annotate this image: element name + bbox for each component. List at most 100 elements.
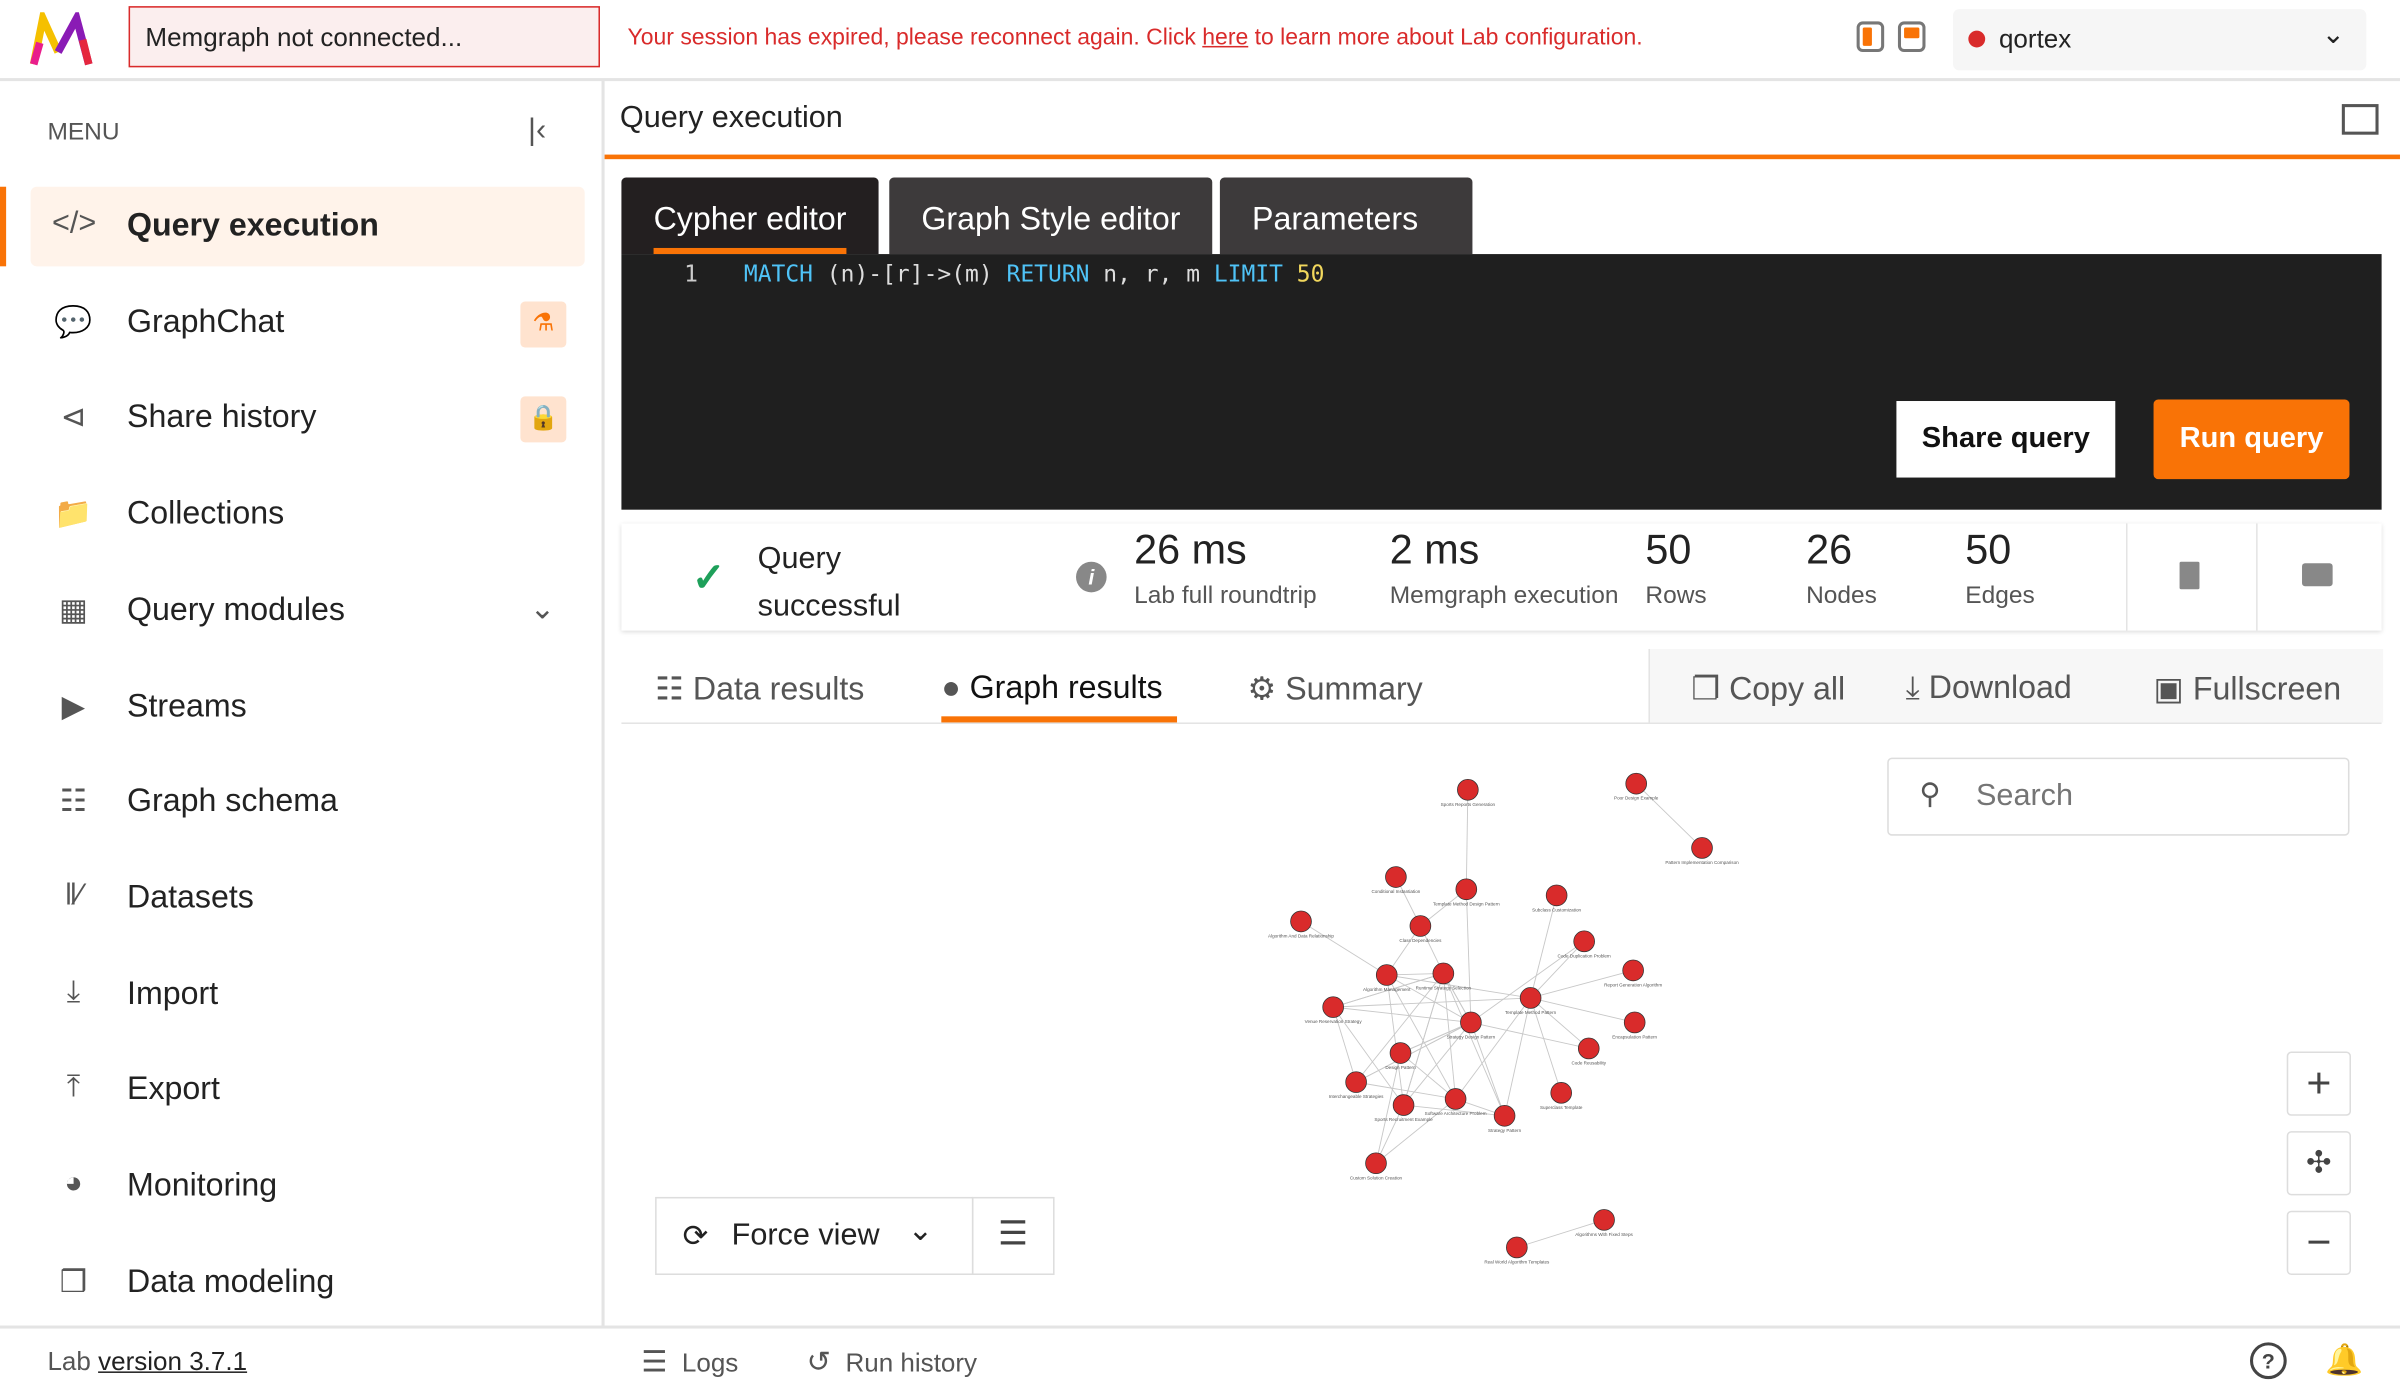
graph-edge[interactable] (1355, 973, 1444, 1083)
copy-all-button[interactable]: ❐ Copy all (1691, 670, 1845, 708)
graph-node[interactable]: Template Method Pattern (1505, 987, 1557, 1015)
node-circle[interactable] (1493, 1105, 1516, 1127)
center-view-button[interactable]: ✣ (2286, 1131, 2352, 1196)
graph-node[interactable]: Custom Solution Creation (1350, 1152, 1403, 1180)
layout-horizontal-icon[interactable] (1897, 21, 1926, 53)
collapse-sidebar-icon[interactable]: |‹ (528, 113, 547, 147)
graph-edge[interactable] (1400, 1052, 1456, 1100)
graph-node[interactable]: Template Method Design Pattern (1433, 878, 1500, 906)
graph-node[interactable]: Code Duplication Problem (1558, 930, 1611, 958)
graph-edge[interactable] (1386, 974, 1531, 999)
node-circle[interactable] (1290, 910, 1312, 933)
graph-edge[interactable] (1400, 1022, 1472, 1054)
graph-edge[interactable] (1530, 895, 1558, 999)
graph-edge[interactable] (1442, 973, 1457, 1100)
sidebar-item-graphchat[interactable]: 💬 GraphChat ⚗ (31, 283, 585, 363)
logs-button[interactable]: ☰ Logs (641, 1345, 738, 1380)
save-to-collection-button[interactable] (2256, 523, 2382, 630)
node-circle[interactable] (1432, 962, 1455, 985)
sidebar-item-import[interactable]: ⤓ Import (31, 954, 585, 1034)
graph-edge[interactable] (1356, 1081, 1456, 1100)
sidebar-item-monitoring[interactable]: ◕ Monitoring (31, 1146, 585, 1226)
sidebar-item-streams[interactable]: ▶ Streams (31, 667, 585, 747)
graph-edge[interactable] (1375, 1098, 1456, 1164)
graph-node[interactable]: Conditional Instantiation (1371, 866, 1421, 894)
graph-edge[interactable] (1465, 789, 1469, 890)
node-circle[interactable] (1455, 878, 1478, 901)
node-circle[interactable] (1409, 915, 1432, 937)
sidebar-item-graph-schema[interactable]: ☷ Graph schema (31, 763, 585, 843)
graph-node[interactable]: Sports Reports Generation (1441, 778, 1496, 807)
graph-edge[interactable] (1300, 921, 1387, 976)
graph-edge[interactable] (1504, 997, 1532, 1116)
node-circle[interactable] (1345, 1071, 1367, 1093)
search-input[interactable] (1972, 777, 2316, 816)
sidebar-item-query-execution[interactable]: </> Query execution (30, 186, 585, 267)
graph-edge[interactable] (1516, 1219, 1605, 1248)
chevron-down-icon[interactable]: ⌄ (529, 592, 556, 626)
graph-edge[interactable] (1386, 974, 1457, 1100)
node-circle[interactable] (1322, 996, 1344, 1018)
graph-node[interactable]: Strategy Design Pattern (1447, 1011, 1496, 1040)
download-button[interactable]: ⤓ Download (1906, 670, 2072, 707)
node-circle[interactable] (1457, 778, 1479, 801)
node-circle[interactable] (1577, 1037, 1600, 1060)
code-line[interactable]: 1 MATCH (n)-[r]->(m) RETURN n, r, m LIMIT… (621, 260, 2381, 288)
node-circle[interactable] (1545, 884, 1568, 907)
graph-node[interactable]: Pattern Implementation Comparison (1665, 837, 1739, 865)
node-circle[interactable] (1365, 1152, 1387, 1175)
graph-node[interactable]: Report Generation Algorithm (1604, 959, 1662, 987)
graph-node[interactable]: Superclass Template (1540, 1082, 1583, 1110)
sidebar-item-collections[interactable]: 📁 Collections (31, 475, 585, 555)
node-circle[interactable] (1444, 1088, 1467, 1110)
graph-edge[interactable] (1332, 1006, 1404, 1106)
graph-edge[interactable] (1386, 974, 1472, 1023)
instance-selector[interactable]: qortex ⌄ (1953, 9, 2367, 71)
graph-edge[interactable] (1465, 889, 1472, 1023)
graph-edge[interactable] (1403, 1022, 1472, 1106)
sidebar-item-query-modules[interactable]: ▦ Query modules ⌄ (31, 571, 585, 651)
graph-edge[interactable] (1530, 997, 1635, 1023)
node-circle[interactable] (1385, 866, 1407, 888)
node-circle[interactable] (1375, 964, 1398, 986)
fullscreen-icon[interactable] (2341, 104, 2379, 135)
tab-data-results[interactable]: ☷ Data results (655, 670, 864, 708)
run-query-button[interactable]: Run query (2153, 399, 2350, 480)
graph-edge[interactable] (1386, 974, 1405, 1106)
sidebar-item-data-modeling[interactable]: ❒ Data modeling (31, 1242, 585, 1322)
graph-node[interactable]: Sports Recruitment Example (1374, 1094, 1433, 1122)
graph-edge[interactable] (1333, 997, 1531, 1008)
graph-node[interactable]: Code Reusability (1571, 1037, 1607, 1066)
node-circle[interactable] (1573, 930, 1595, 953)
tab-cypher-editor[interactable]: Cypher editor (621, 177, 879, 255)
graph-edge[interactable] (1470, 1022, 1506, 1116)
sidebar-item-export[interactable]: ⤒ Export (31, 1050, 585, 1130)
zoom-out-button[interactable]: − (2286, 1210, 2352, 1275)
node-circle[interactable] (1460, 1011, 1482, 1034)
graph-edge[interactable] (1530, 997, 1590, 1049)
graph-node[interactable]: Strategy Pattern (1488, 1105, 1522, 1133)
zoom-in-button[interactable]: + (2286, 1051, 2352, 1116)
share-query-button[interactable]: Share query (1896, 401, 2116, 478)
node-circle[interactable] (1623, 1011, 1646, 1034)
graph-edge[interactable] (1403, 973, 1444, 1106)
run-history-button[interactable]: ↺ Run history (807, 1345, 977, 1380)
tab-graph-results[interactable]: ● Graph results (941, 670, 1162, 707)
help-icon[interactable]: ? (2249, 1342, 2287, 1380)
node-circle[interactable] (1593, 1209, 1615, 1231)
graph-node[interactable]: Interchangeable Strategies (1329, 1071, 1384, 1099)
node-circle[interactable] (1392, 1094, 1415, 1116)
layout-vertical-icon[interactable] (1856, 21, 1885, 53)
graph-node[interactable]: Poor Design Example (1614, 772, 1659, 801)
graph-node[interactable]: Venue Reservation Strategy (1305, 996, 1363, 1024)
graph-settings-button[interactable]: ☰ (971, 1196, 1055, 1275)
node-circle[interactable] (1622, 959, 1644, 982)
graph-node[interactable]: Subclass Customization (1532, 884, 1581, 912)
node-circle[interactable] (1389, 1042, 1412, 1064)
graph-node[interactable]: Software Architecture Problem (1425, 1088, 1487, 1116)
node-circle[interactable] (1550, 1082, 1573, 1104)
graph-edge[interactable] (1470, 1021, 1589, 1049)
graph-search[interactable]: ⚲ (1887, 757, 2350, 836)
graph-edge[interactable] (1375, 1052, 1401, 1164)
graph-node[interactable]: Algorithms With Fixed Steps (1575, 1209, 1634, 1237)
